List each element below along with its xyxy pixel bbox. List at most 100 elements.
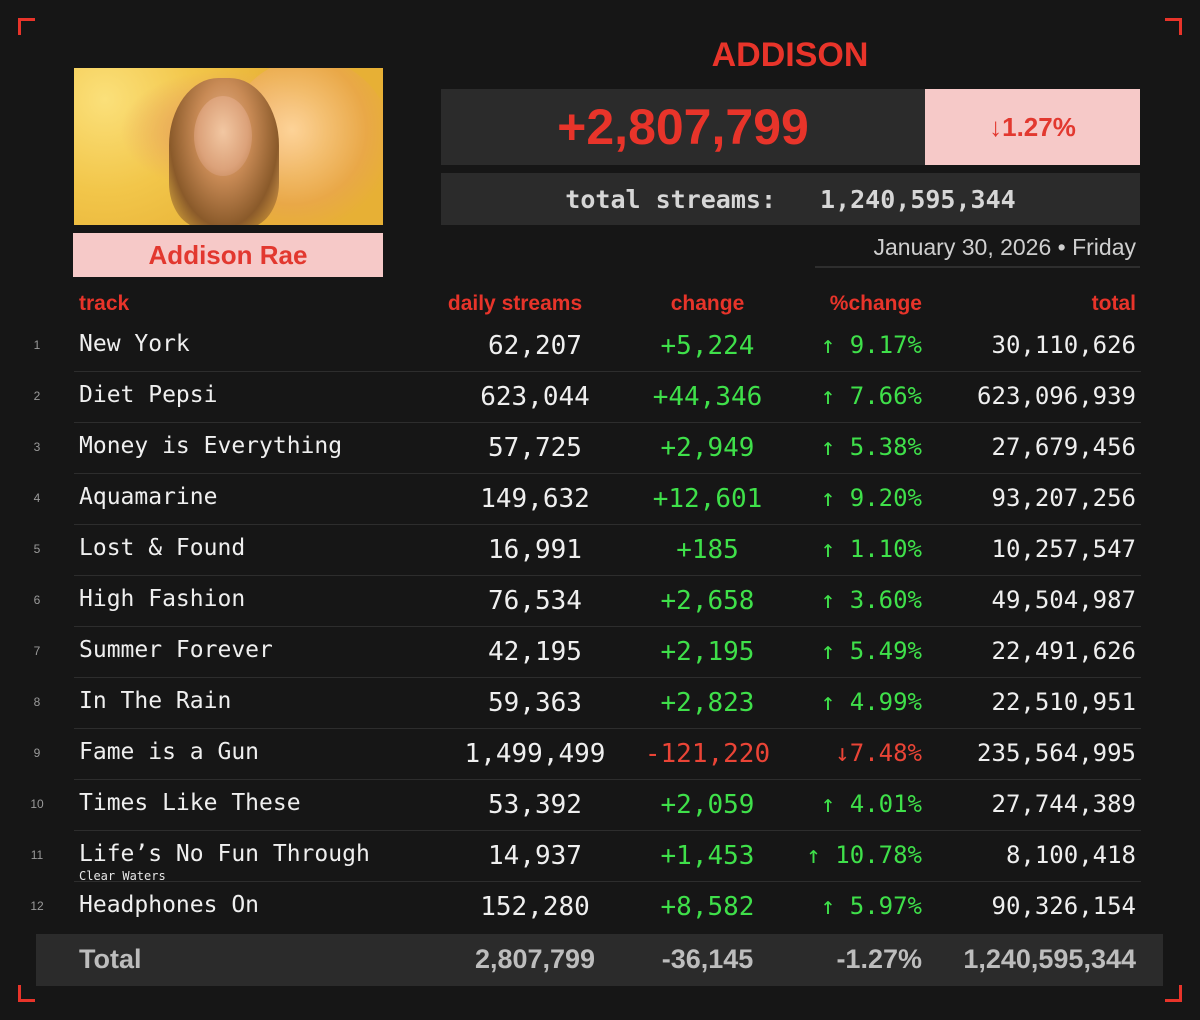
pct-change: ↑ 4.01%: [820, 790, 922, 818]
row-number: 7: [33, 644, 41, 658]
row-divider: [74, 728, 1141, 729]
total-streams: 90,326,154: [991, 892, 1137, 920]
total-streams: 235,564,995: [977, 739, 1136, 767]
stream-change: +12,601: [652, 484, 763, 514]
row-number: 10: [30, 797, 44, 811]
track-name: Lost & Found: [79, 535, 246, 561]
table-row: 8 In The Rain 59,363 +2,823 ↑ 4.99% 22,510,95…: [0, 678, 1200, 729]
pct-change: ↑ 9.17%: [820, 331, 922, 359]
track-name: High Fashion: [79, 586, 246, 612]
totals-daily: 2,807,799: [474, 944, 596, 974]
row-number: 2: [33, 389, 41, 403]
table-row: 2 Diet Pepsi 623,044 +44,346 ↑ 7.66% 623,096,…: [0, 372, 1200, 423]
totals-pct: -1.27%: [836, 944, 922, 974]
stream-change: +185: [676, 535, 739, 565]
track-name: Summer Forever: [79, 637, 273, 663]
table-row: 12 Headphones On 152,280 +8,582 ↑ 5.97% 90,32…: [0, 882, 1200, 933]
pct-change: ↑ 7.66%: [820, 382, 922, 410]
row-number: 3: [33, 440, 41, 454]
total-streams: 93,207,256: [991, 484, 1137, 512]
row-divider: [74, 575, 1141, 576]
daily-streams: 1,499,499: [464, 739, 606, 769]
table-row: 10 Times Like These 53,392 +2,059 ↑ 4.01% 27,…: [0, 780, 1200, 831]
pct-change: ↑ 1.10%: [820, 535, 922, 563]
date-divider: [815, 266, 1140, 268]
table-row: 9 Fame is a Gun 1,499,499 -121,220 ↓7.48% 235…: [0, 729, 1200, 780]
daily-streams: 62,207: [488, 331, 582, 361]
stream-change: +1,453: [660, 841, 755, 871]
row-number: 8: [33, 695, 41, 709]
daily-streams: 59,363: [488, 688, 582, 718]
total-streams: 27,679,456: [991, 433, 1137, 461]
track-name: Life’s No Fun Through: [79, 841, 370, 867]
table-row: 4 Aquamarine 149,632 +12,601 ↑ 9.20% 93,207,2…: [0, 474, 1200, 525]
daily-streams: 149,632: [480, 484, 590, 514]
stream-change: +2,195: [660, 637, 755, 667]
row-number: 4: [33, 491, 41, 505]
table-row: 11 Life’s No Fun Through 14,937 +1,453 ↑ 10.…: [0, 831, 1200, 883]
totals-change: -36,145: [661, 944, 754, 974]
total-streams: 22,491,626: [991, 637, 1137, 665]
total-streams: 8,100,418: [1005, 841, 1136, 869]
total-streams: 10,257,547: [991, 535, 1137, 563]
corner-bracket-bottom-right: [1165, 985, 1182, 1002]
stream-change: +2,823: [660, 688, 755, 718]
track-name: Diet Pepsi: [79, 382, 218, 408]
daily-streams: 57,725: [488, 433, 582, 463]
total-streams-box: total streams: 1,240,595,344: [441, 173, 1140, 225]
date-label: January 30, 2026 • Friday: [873, 234, 1136, 260]
stream-change: +2,658: [660, 586, 755, 616]
row-divider: [74, 779, 1141, 780]
totals-row: Total 2,807,799 -36,145 -1.27% 1,240,595…: [36, 934, 1163, 986]
track-name: In The Rain: [79, 688, 232, 714]
daily-pct-badge: ↓1.27%: [925, 89, 1140, 165]
track-name: Fame is a Gun: [79, 739, 260, 765]
row-divider: [74, 677, 1141, 678]
column-header-pct: %change: [829, 292, 922, 315]
track-name: Headphones On: [79, 892, 260, 918]
column-header-track: track: [79, 292, 130, 315]
stream-change: -121,220: [644, 739, 771, 769]
row-divider: [74, 830, 1141, 831]
artist-cover-image: [74, 68, 383, 225]
table-row: 6 High Fashion 76,534 +2,658 ↑ 3.60% 49,504,9…: [0, 576, 1200, 627]
row-divider: [74, 626, 1141, 627]
track-name: Money is Everything: [79, 433, 343, 459]
table-row: 3 Money is Everything 57,725 +2,949 ↑ 5.38% 2…: [0, 423, 1200, 474]
stream-change: +2,949: [660, 433, 755, 463]
column-header-total: total: [1091, 292, 1136, 315]
track-name: Aquamarine: [79, 484, 218, 510]
artist-name-label: Addison Rae: [73, 233, 383, 277]
stream-change: +5,224: [660, 331, 755, 361]
total-streams: 623,096,939: [977, 382, 1136, 410]
corner-bracket-top-right: [1165, 18, 1182, 35]
row-number: 12: [30, 899, 44, 913]
stream-change: +8,582: [660, 892, 755, 922]
column-header-change: change: [670, 292, 745, 315]
corner-bracket-bottom-left: [18, 985, 35, 1002]
pct-change: ↑ 4.99%: [820, 688, 922, 716]
pct-change: ↑ 3.60%: [820, 586, 922, 614]
daily-change-value: +2,807,799: [441, 89, 925, 165]
stream-change: +44,346: [652, 382, 763, 412]
track-name: New York: [79, 331, 190, 357]
row-divider: [74, 524, 1141, 525]
total-streams-value: 1,240,595,344: [820, 184, 1016, 214]
corner-bracket-top-left: [18, 18, 35, 35]
row-number: 5: [33, 542, 41, 556]
daily-streams: 16,991: [488, 535, 582, 565]
total-streams: 27,744,389: [991, 790, 1137, 818]
pct-change: ↑ 5.38%: [820, 433, 922, 461]
pct-change: ↑ 5.97%: [820, 892, 922, 920]
row-divider: [74, 881, 1141, 882]
stream-change: +2,059: [660, 790, 755, 820]
row-number: 1: [33, 338, 41, 352]
row-divider: [74, 422, 1141, 423]
row-number: 9: [33, 746, 41, 760]
total-streams-label: total streams:: [565, 184, 777, 214]
page-title: ADDISON: [711, 36, 869, 74]
daily-streams: 76,534: [488, 586, 582, 616]
table-row: 1 New York 62,207 +5,224 ↑ 9.17% 30,110,626: [0, 321, 1200, 372]
daily-streams: 53,392: [488, 790, 582, 820]
totals-label: Total: [79, 944, 142, 974]
